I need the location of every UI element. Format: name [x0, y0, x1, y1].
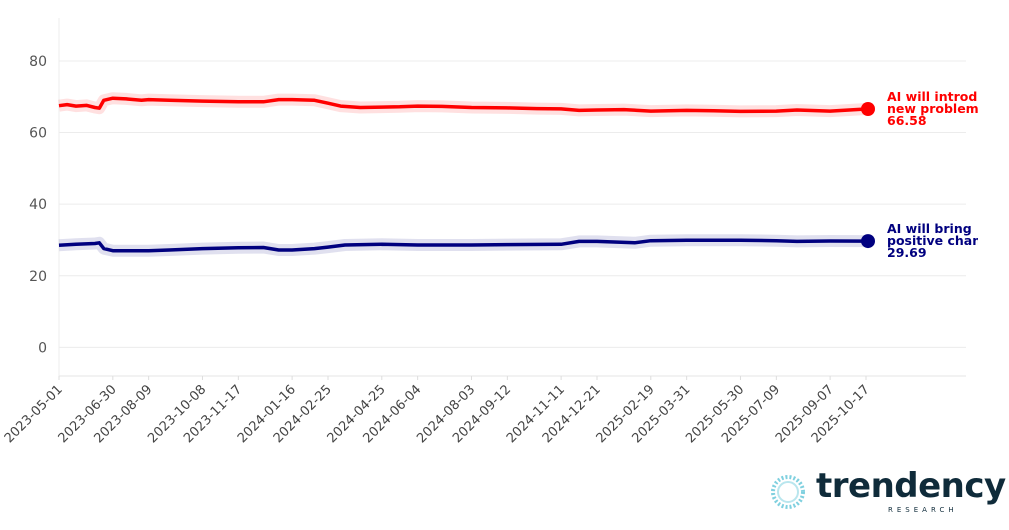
- series-label-0: new problems: [887, 101, 986, 116]
- gridlines: [58, 18, 966, 377]
- y-tick-label: 20: [29, 269, 47, 285]
- series-label-1: AI will bring: [887, 221, 972, 236]
- y-tick-label: 40: [29, 197, 47, 213]
- brand-logo: trendency RESEARCH: [768, 466, 1006, 522]
- brand-logo-subtitle: RESEARCH: [888, 506, 958, 514]
- series-value-label-0: 66.58: [887, 113, 927, 128]
- brand-logo-icon: [771, 475, 805, 509]
- y-tick-label: 80: [29, 54, 47, 70]
- x-axis-ticks: 2023-05-012023-06-302023-08-092023-10-08…: [2, 376, 873, 446]
- series-label-1: positive chan: [887, 233, 981, 248]
- series-end-marker-0: [861, 102, 875, 117]
- y-tick-label: 0: [38, 340, 47, 356]
- series-end-marker-1: [861, 234, 875, 249]
- series-layer: [58, 92, 875, 257]
- y-axis-ticks: 0 20 40 60 80: [29, 54, 47, 356]
- brand-logo-word: trendency: [816, 466, 1006, 506]
- series-line-1: [58, 238, 867, 253]
- series-label-0: AI will introdu: [887, 89, 986, 104]
- series-value-label-1: 29.69: [887, 245, 927, 260]
- y-tick-label: 60: [29, 126, 47, 142]
- series-line-0: [58, 96, 867, 114]
